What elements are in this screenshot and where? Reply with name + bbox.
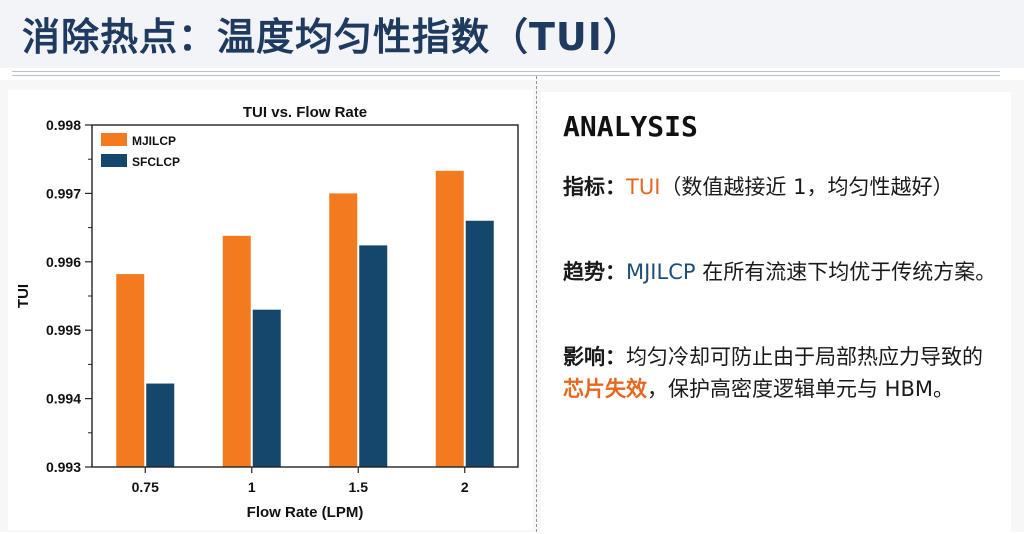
x-tick-label: 1.5 <box>349 479 369 495</box>
header-divider-bottom <box>12 75 1000 76</box>
legend-swatch-sfclcp <box>101 154 127 167</box>
y-tick-label: 0.998 <box>46 117 81 133</box>
y-axis-label: TUI <box>15 284 32 308</box>
legend-swatch-mjilcp <box>101 133 127 146</box>
metric-text: （数值越接近 1，均匀性越好） <box>660 175 954 199</box>
bar-sfclcp-1 <box>252 309 281 467</box>
tui-bar-chart: TUI vs. Flow Rate 0.75 1 1.5 2 0.993 0.994 0.99… <box>15 104 519 521</box>
y-tick-label: 0.994 <box>46 391 81 407</box>
legend-label-mjilcp: MJILCP <box>132 134 176 148</box>
x-tick-label: 0.75 <box>132 479 159 495</box>
chart-title: TUI vs. Flow Rate <box>243 104 367 121</box>
metric-paragraph: 指标：TUI（数值越接近 1，均匀性越好） <box>563 171 1001 203</box>
x-tick-label: 1 <box>248 479 256 495</box>
metric-label: 指标： <box>563 175 626 199</box>
trend-text: 在所有流速下均优于传统方案。 <box>695 260 997 284</box>
analysis-panel <box>541 92 1011 532</box>
y-tick-label: 0.997 <box>46 185 81 201</box>
impact-paragraph: 影响：均匀冷却可防止由于局部热应力导致的芯片失效，保护高密度逻辑单元与 HBM。 <box>563 341 1001 405</box>
y-tick-label: 0.995 <box>46 322 81 338</box>
impact-label: 影响： <box>563 345 626 369</box>
plot-frame <box>91 124 519 468</box>
trend-paragraph: 趋势：MJILCP 在所有流速下均优于传统方案。 <box>563 256 1001 288</box>
header-divider-top <box>12 71 1000 72</box>
impact-text-1: 均匀冷却可防止由于局部热应力导致的 <box>626 345 983 369</box>
x-axis-label: Flow Rate (LPM) <box>247 504 364 521</box>
x-tick-label: 2 <box>461 479 469 495</box>
bar-mjilcp-2 <box>435 170 464 467</box>
vertical-divider <box>536 76 537 532</box>
chart-panel: TUI vs. Flow Rate 0.75 1 1.5 2 0.993 0.994 0.99… <box>8 90 533 530</box>
legend-label-sfclcp: SFCLCP <box>132 155 180 169</box>
metric-term: TUI <box>626 175 661 199</box>
y-tick-label: 0.996 <box>46 254 81 270</box>
y-tick-label: 0.993 <box>46 459 81 475</box>
title-bar: 消除热点：温度均匀性指数（TUI） <box>0 0 1024 68</box>
trend-term: MJILCP <box>626 260 696 284</box>
page-title: 消除热点：温度均匀性指数（TUI） <box>22 15 642 59</box>
bar-sfclcp-2 <box>465 220 494 467</box>
bar-mjilcp-1_5 <box>329 193 358 467</box>
analysis-heading: ANALYSIS <box>563 110 698 143</box>
impact-term: 芯片失效 <box>563 377 647 401</box>
bar-mjilcp-0_75 <box>116 274 145 467</box>
bar-sfclcp-1_5 <box>359 245 388 467</box>
bar-sfclcp-0_75 <box>146 383 175 467</box>
trend-label: 趋势： <box>563 260 626 284</box>
impact-text-2: ，保护高密度逻辑单元与 HBM。 <box>647 377 954 401</box>
bar-mjilcp-1 <box>222 235 251 467</box>
